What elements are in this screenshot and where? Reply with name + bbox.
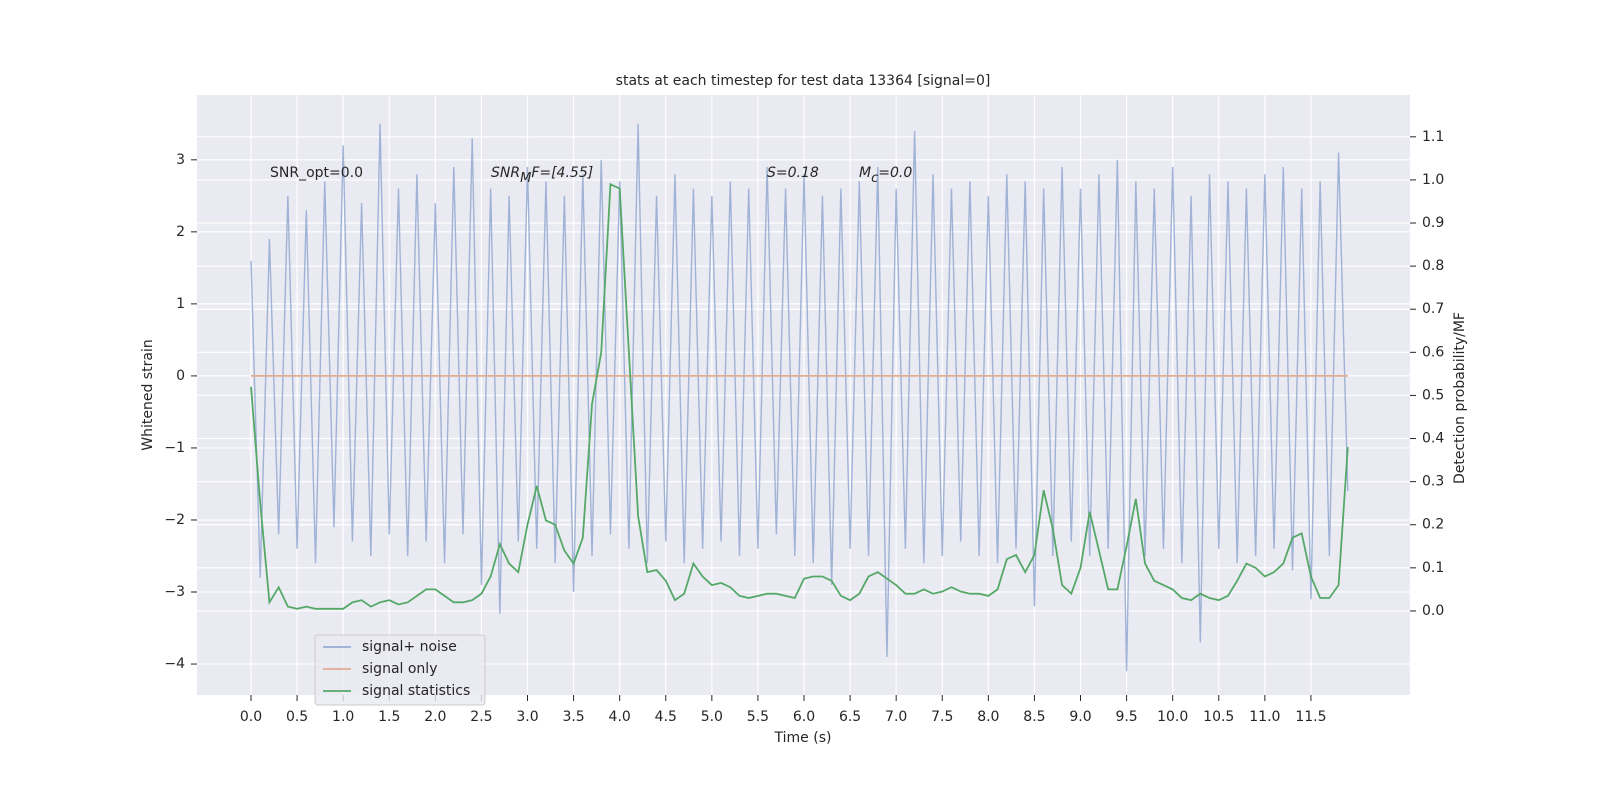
x-tick-label: 1.5 <box>378 709 400 725</box>
x-tick-label: 9.5 <box>1115 709 1137 725</box>
y2-tick-label: 0.3 <box>1422 474 1444 490</box>
y2-axis-label: Detection probability/MF <box>1452 312 1468 484</box>
y-tick-label: −1 <box>164 440 185 456</box>
y2-tick-label: 1.1 <box>1422 129 1444 145</box>
x-tick-label: 1.0 <box>332 709 354 725</box>
y2-tick-label: 0.8 <box>1422 258 1444 274</box>
x-tick-label: 3.0 <box>516 709 538 725</box>
x-tick-label: 6.0 <box>793 709 815 725</box>
y-tick-label: 1 <box>176 296 185 312</box>
y2-tick-label: 0.6 <box>1422 344 1444 360</box>
y2-tick-label: 0.7 <box>1422 301 1444 317</box>
x-tick-label: 9.0 <box>1069 709 1091 725</box>
legend-label: signal statistics <box>362 683 470 699</box>
annotation: Mc=0.0 <box>859 165 912 186</box>
y2-tick-label: 0.9 <box>1422 215 1444 231</box>
y2-tick-label: 0.2 <box>1422 517 1444 533</box>
y2-tick-label: 0.5 <box>1422 387 1444 403</box>
x-tick-label: 7.5 <box>931 709 953 725</box>
x-tick-label: 2.0 <box>424 709 446 725</box>
x-tick-label: 4.0 <box>609 709 631 725</box>
x-tick-label: 6.5 <box>839 709 861 725</box>
x-tick-label: 0.0 <box>240 709 262 725</box>
legend-box <box>314 634 486 706</box>
y2-tick-label: 0.1 <box>1422 560 1444 576</box>
y-tick-label: 2 <box>176 224 185 240</box>
x-tick-label: 10.5 <box>1203 709 1234 725</box>
legend-label: signal only <box>362 661 437 677</box>
annotation: S=0.18 <box>767 165 819 181</box>
x-tick-label: 10.0 <box>1157 709 1188 725</box>
y-tick-label: −3 <box>164 584 185 600</box>
series-line <box>250 123 1349 672</box>
y-tick-label: 0 <box>176 368 185 384</box>
y-tick-label: −2 <box>164 512 185 528</box>
x-tick-label: 8.5 <box>1023 709 1045 725</box>
x-tick-label: 8.0 <box>977 709 999 725</box>
y-tick-label: −4 <box>164 656 185 672</box>
x-tick-label: 0.5 <box>286 709 308 725</box>
x-tick-label: 4.5 <box>655 709 677 725</box>
series-line <box>250 182 1349 610</box>
legend-label: signal+ noise <box>362 639 457 655</box>
x-tick-label: 11.0 <box>1249 709 1280 725</box>
x-tick-label: 2.5 <box>470 709 492 725</box>
annotation: SNRMF=[4.55] <box>491 165 593 186</box>
x-tick-label: 5.5 <box>747 709 769 725</box>
y2-tick-label: 0.4 <box>1422 431 1444 447</box>
y-axis-label: Whitened strain <box>140 339 156 450</box>
x-tick-label: 3.5 <box>562 709 584 725</box>
x-tick-label: 7.0 <box>885 709 907 725</box>
annotation: SNR_opt=0.0 <box>270 165 363 181</box>
y2-tick-label: 0.0 <box>1422 603 1444 619</box>
x-tick-label: 11.5 <box>1295 709 1326 725</box>
x-axis-label: Time (s) <box>774 730 832 746</box>
x-tick-label: 5.0 <box>701 709 723 725</box>
chart-title: stats at each timestep for test data 133… <box>616 73 991 89</box>
y2-tick-label: 1.0 <box>1422 172 1444 188</box>
y-tick-label: 3 <box>176 152 185 168</box>
